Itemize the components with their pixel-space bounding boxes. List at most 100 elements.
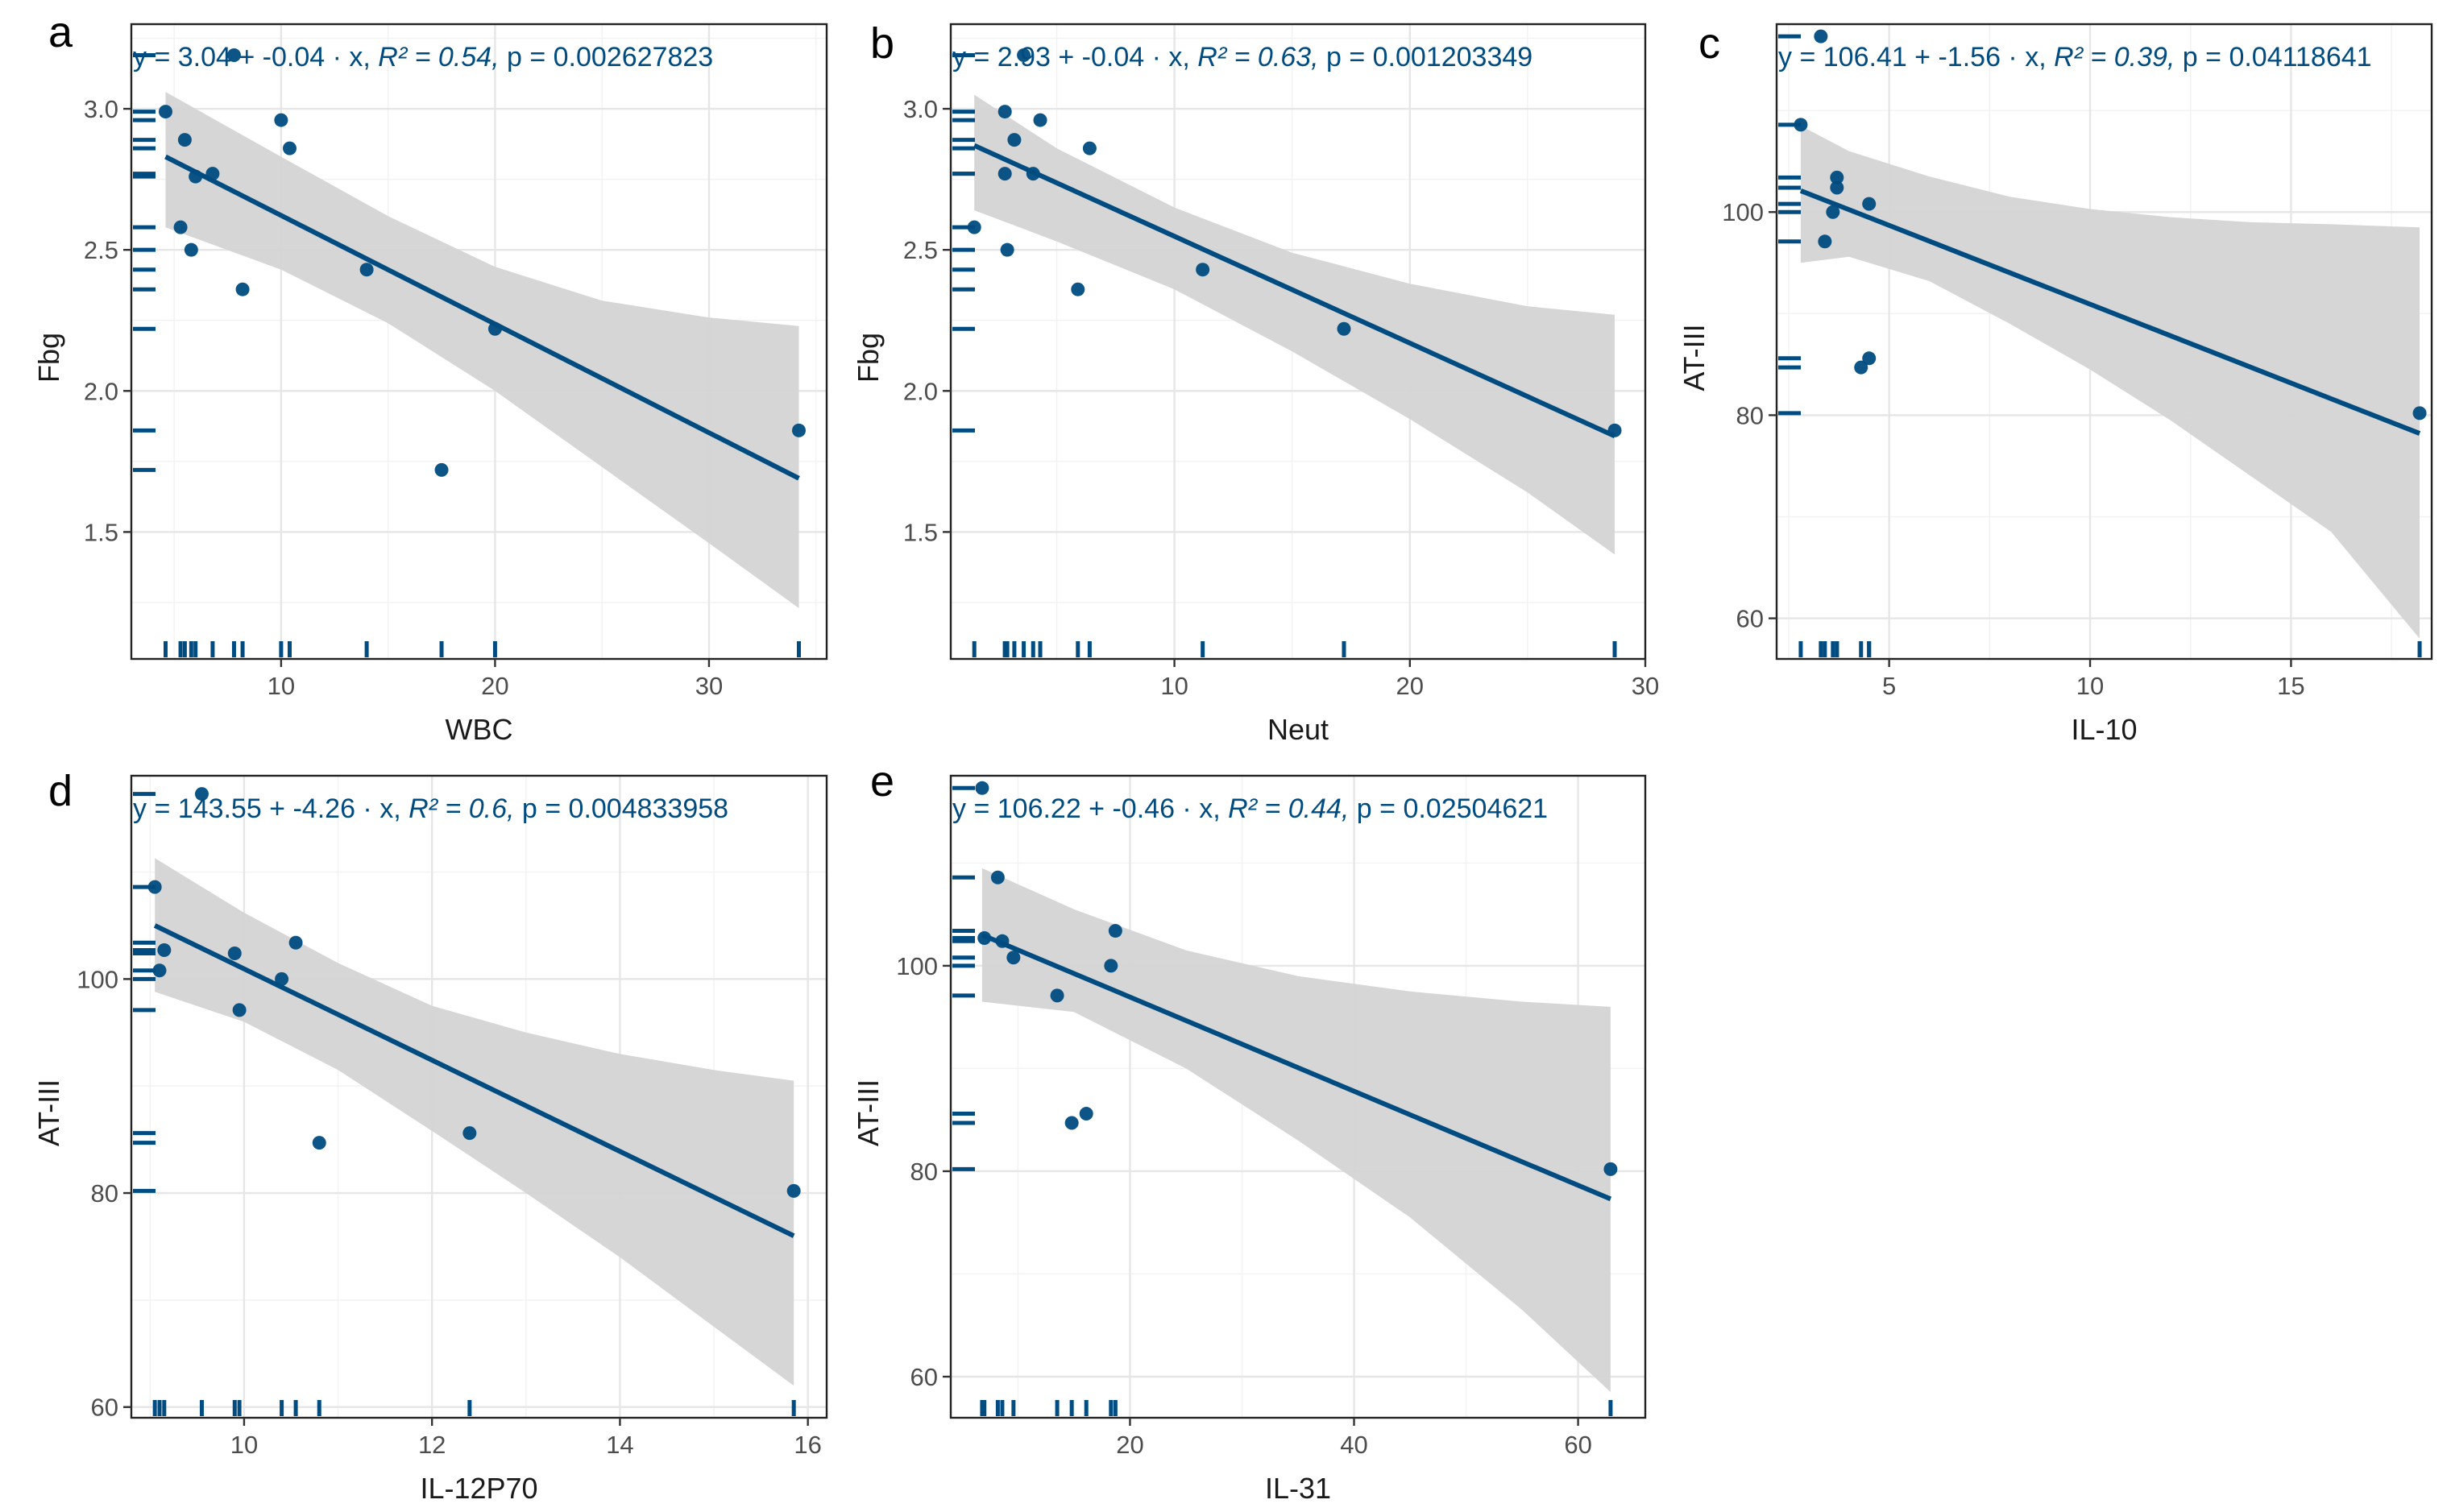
equation-formula: y = 106.22 + -0.46 · x, (952, 793, 1228, 824)
data-point (1000, 242, 1014, 257)
rug-marks (133, 53, 801, 657)
panel-c: y = 106.41 + -1.56 · x, R² = 0.39, p = 0… (1678, 19, 2433, 746)
data-point (173, 220, 188, 234)
x-tick-label: 10 (2076, 672, 2104, 700)
x-axis-title: IL-10 (2071, 713, 2137, 746)
panel-letter: b (870, 19, 894, 68)
equation-formula: y = 143.55 + -4.26 · x, (133, 793, 409, 824)
panel-b: y = 2.93 + -0.04 · x, R² = 0.63, p = 0.0… (852, 19, 1659, 746)
y-axis-title: Fbg (852, 333, 885, 383)
data-point (1026, 167, 1040, 181)
equation-formula: y = 2.93 + -0.04 · x, (952, 42, 1197, 72)
x-tick-label: 10 (230, 1431, 258, 1459)
panel-e: y = 106.22 + -0.46 · x, R² = 0.44, p = 0… (852, 757, 1647, 1505)
x-axis-title: IL-31 (1265, 1472, 1331, 1505)
equation-r2: R² = 0.6, (409, 793, 522, 824)
equation-p-value: p = 0.002627823 (507, 42, 713, 72)
y-axis-title: Fbg (32, 333, 65, 383)
x-tick-label: 20 (1396, 672, 1424, 700)
panel-letter: d (48, 767, 73, 815)
x-tick-label: 10 (1160, 672, 1188, 700)
data-point (194, 787, 209, 802)
data-point (177, 133, 192, 147)
data-point (1830, 180, 1844, 195)
data-point (1006, 951, 1021, 965)
equation-r2: R² = 0.54, (378, 42, 507, 72)
equation-r2: R² = 0.63, (1197, 42, 1326, 72)
x-tick-label: 16 (794, 1431, 821, 1459)
y-tick-label: 100 (77, 965, 118, 993)
data-point (312, 1136, 326, 1150)
panel-letter: e (870, 757, 894, 806)
x-tick-label: 12 (418, 1431, 446, 1459)
y-tick-label: 80 (91, 1179, 118, 1208)
x-axis-title: Neut (1267, 713, 1329, 746)
panel-a: y = 3.04 + -0.04 · x, R² = 0.54, p = 0.0… (32, 8, 828, 746)
data-point (235, 282, 250, 296)
regression-line (1799, 188, 2421, 436)
y-tick-label: 100 (896, 952, 938, 980)
data-point (157, 943, 172, 958)
data-point (184, 242, 198, 257)
equation-r2: R² = 0.39, (2054, 42, 2183, 72)
x-tick-label: 20 (481, 672, 508, 700)
data-point (274, 113, 288, 127)
data-point (1079, 1107, 1093, 1121)
x-tick-label: 5 (1882, 672, 1896, 700)
data-point (226, 48, 241, 63)
equation-formula: y = 3.04 + -0.04 · x, (133, 42, 378, 72)
data-point (967, 220, 981, 234)
data-point (462, 1126, 477, 1141)
data-point (997, 105, 1012, 119)
y-tick-label: 60 (91, 1394, 118, 1422)
data-point (990, 870, 1005, 884)
data-point (152, 963, 167, 978)
panel-letter: a (48, 8, 73, 56)
data-point (1862, 351, 1877, 366)
y-tick-label: 2.5 (903, 236, 938, 264)
equation-p-value: p = 0.004833958 (522, 793, 728, 824)
data-point (1108, 924, 1122, 938)
data-point (2412, 406, 2427, 420)
data-point (1017, 48, 1031, 63)
rug-marks (952, 53, 1617, 657)
y-tick-label: 3.0 (903, 95, 938, 123)
data-point (1104, 959, 1118, 973)
equation-p-value: p = 0.04118641 (2183, 42, 2372, 72)
data-point (1862, 197, 1877, 211)
data-point (147, 880, 162, 894)
equation-p-value: p = 0.001203349 (1326, 42, 1532, 72)
data-point (1196, 263, 1210, 277)
data-point (1794, 118, 1808, 132)
data-point (977, 930, 992, 945)
data-point (1826, 205, 1840, 219)
confidence-band (974, 94, 1615, 555)
x-axis-title: IL-12P70 (420, 1472, 537, 1505)
data-point (1818, 234, 1832, 249)
data-point (227, 947, 242, 961)
x-tick-label: 60 (1564, 1431, 1591, 1459)
y-tick-label: 2.0 (903, 377, 938, 405)
regression-line (164, 154, 800, 481)
data-point (434, 462, 449, 477)
confidence-band (155, 858, 794, 1386)
x-tick-label: 30 (1632, 672, 1659, 700)
regression-equation: y = 143.55 + -4.26 · x, R² = 0.6, p = 0.… (133, 793, 728, 824)
y-tick-label: 2.5 (84, 236, 118, 264)
data-point (786, 1183, 801, 1198)
plot-frame (130, 774, 828, 1419)
y-axis-title: AT-III (1678, 324, 1711, 391)
data-point (359, 263, 374, 277)
regression-equation: y = 106.22 + -0.46 · x, R² = 0.44, p = 0… (952, 793, 1548, 824)
rug-marks (1778, 34, 2422, 657)
data-point (997, 167, 1012, 181)
y-tick-label: 80 (1736, 401, 1764, 429)
y-tick-label: 80 (910, 1158, 938, 1186)
data-point (995, 934, 1010, 948)
equation-p-value: p = 0.02504621 (1357, 793, 1548, 824)
regression-equation: y = 2.93 + -0.04 · x, R² = 0.63, p = 0.0… (952, 42, 1532, 72)
data-point (1050, 988, 1064, 1003)
plot-frame (949, 23, 1647, 661)
data-point (282, 141, 297, 155)
x-tick-label: 15 (2277, 672, 2304, 700)
